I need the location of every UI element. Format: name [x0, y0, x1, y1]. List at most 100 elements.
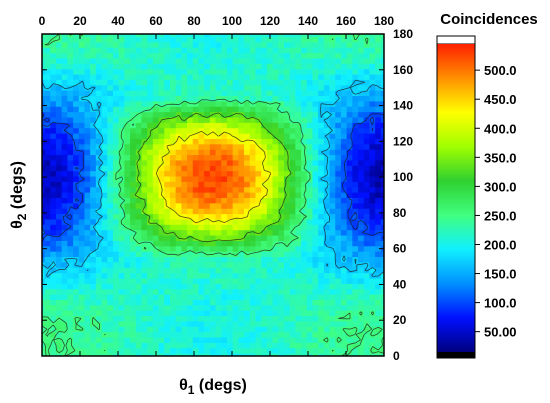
- heatmap-cell: [323, 175, 331, 182]
- heatmap-cell: [329, 138, 336, 145]
- heatmap-cell: [95, 63, 103, 70]
- heatmap-cell: [221, 224, 228, 231]
- heatmap-cell: [369, 175, 376, 182]
- heatmap-cell: [124, 310, 131, 317]
- heatmap-cell: [169, 154, 177, 161]
- heatmap-cell: [358, 310, 365, 317]
- heatmap-cell: [135, 245, 143, 252]
- heatmap-cell: [192, 234, 200, 241]
- heatmap-cell: [61, 331, 68, 338]
- heatmap-cell: [152, 310, 160, 317]
- heatmap-cell: [278, 326, 285, 333]
- heatmap-cell: [42, 229, 46, 236]
- heatmap-cell: [192, 310, 200, 317]
- heatmap-cell: [198, 154, 205, 161]
- heatmap-cell: [278, 138, 285, 145]
- heatmap-cell: [95, 149, 103, 156]
- heatmap-cell: [192, 63, 200, 70]
- heatmap-cell: [318, 213, 325, 220]
- heatmap-cell: [112, 111, 120, 118]
- heatmap-cell: [261, 159, 268, 166]
- heatmap-cell: [318, 122, 325, 129]
- heatmap-cell: [112, 288, 120, 295]
- heatmap-cell: [124, 47, 131, 54]
- heatmap-cell: [323, 84, 331, 91]
- heatmap-cell: [301, 90, 308, 97]
- heatmap-cell: [158, 68, 165, 75]
- heatmap-cell: [152, 197, 160, 204]
- heatmap-cell: [101, 181, 108, 188]
- heatmap-cell: [335, 272, 342, 279]
- heatmap-cell: [147, 127, 154, 134]
- heatmap-cell: [61, 122, 68, 129]
- heatmap-cell: [169, 41, 177, 48]
- heatmap-cell: [295, 79, 302, 86]
- heatmap-cell: [261, 288, 268, 295]
- heatmap-cell: [55, 197, 63, 204]
- heatmap-cell: [141, 73, 148, 80]
- heatmap-cell: [130, 127, 137, 134]
- heatmap-cell: [107, 261, 114, 268]
- heatmap-cell: [272, 52, 279, 59]
- heatmap-cell: [187, 90, 194, 97]
- heatmap-cell: [278, 68, 285, 75]
- heatmap-cell: [238, 154, 245, 161]
- heatmap-cell: [363, 310, 371, 317]
- heatmap-cell: [289, 293, 296, 300]
- heatmap-cell: [278, 272, 285, 279]
- heatmap-cell: [221, 213, 228, 220]
- heatmap-cell: [375, 36, 382, 43]
- heatmap-cell: [358, 353, 365, 356]
- heatmap-cell: [95, 299, 103, 306]
- heatmap-cell: [278, 73, 285, 80]
- heatmap-cell: [283, 288, 291, 295]
- heatmap-cell: [352, 52, 359, 59]
- heatmap-cell: [255, 154, 262, 161]
- heatmap-cell: [158, 277, 165, 284]
- heatmap-cell: [244, 310, 251, 317]
- heatmap-cell: [323, 57, 331, 64]
- heatmap-cell: [118, 277, 125, 284]
- heatmap-cell: [169, 34, 177, 37]
- heatmap-cell: [352, 192, 359, 198]
- heatmap-cell: [147, 310, 154, 317]
- heatmap-cell: [375, 245, 382, 252]
- heatmap-cell: [90, 229, 97, 236]
- heatmap-cell: [278, 240, 285, 247]
- heatmap-cell: [369, 245, 376, 252]
- heatmap-cell: [295, 277, 302, 284]
- heatmap-cell: [249, 73, 257, 80]
- heatmap-cell: [289, 165, 296, 172]
- heatmap-cell: [261, 95, 268, 102]
- heatmap-cell: [369, 84, 376, 91]
- heatmap-cell: [295, 181, 302, 188]
- heatmap-cell: [346, 261, 353, 268]
- heatmap-cell: [95, 116, 103, 123]
- heatmap-cell: [187, 261, 194, 268]
- heatmap-cell: [118, 251, 125, 258]
- heatmap-cell: [329, 342, 336, 349]
- heatmap-cell: [261, 181, 268, 188]
- heatmap-cell: [363, 90, 371, 97]
- heatmap-cell: [295, 132, 302, 139]
- heatmap-cell: [272, 95, 279, 102]
- heatmap-cell: [255, 224, 262, 231]
- heatmap-cell: [55, 41, 63, 48]
- heatmap-cell: [375, 63, 382, 70]
- heatmap-cell: [306, 127, 314, 134]
- heatmap-cell: [289, 251, 296, 258]
- heatmap-cell: [198, 326, 205, 333]
- heatmap-cell: [352, 202, 359, 209]
- heatmap-cell: [124, 326, 131, 333]
- heatmap-cell: [181, 320, 188, 327]
- heatmap-cell: [198, 240, 205, 247]
- heatmap-cell: [158, 127, 165, 134]
- heatmap-cell: [261, 347, 268, 354]
- heatmap-cell: [226, 256, 234, 263]
- heatmap-cell: [141, 165, 148, 172]
- heatmap-cell: [101, 159, 108, 166]
- heatmap-cell: [318, 240, 325, 247]
- heatmap-cell: [266, 138, 274, 145]
- heatmap-cell: [329, 154, 336, 161]
- heatmap-cell: [78, 165, 86, 172]
